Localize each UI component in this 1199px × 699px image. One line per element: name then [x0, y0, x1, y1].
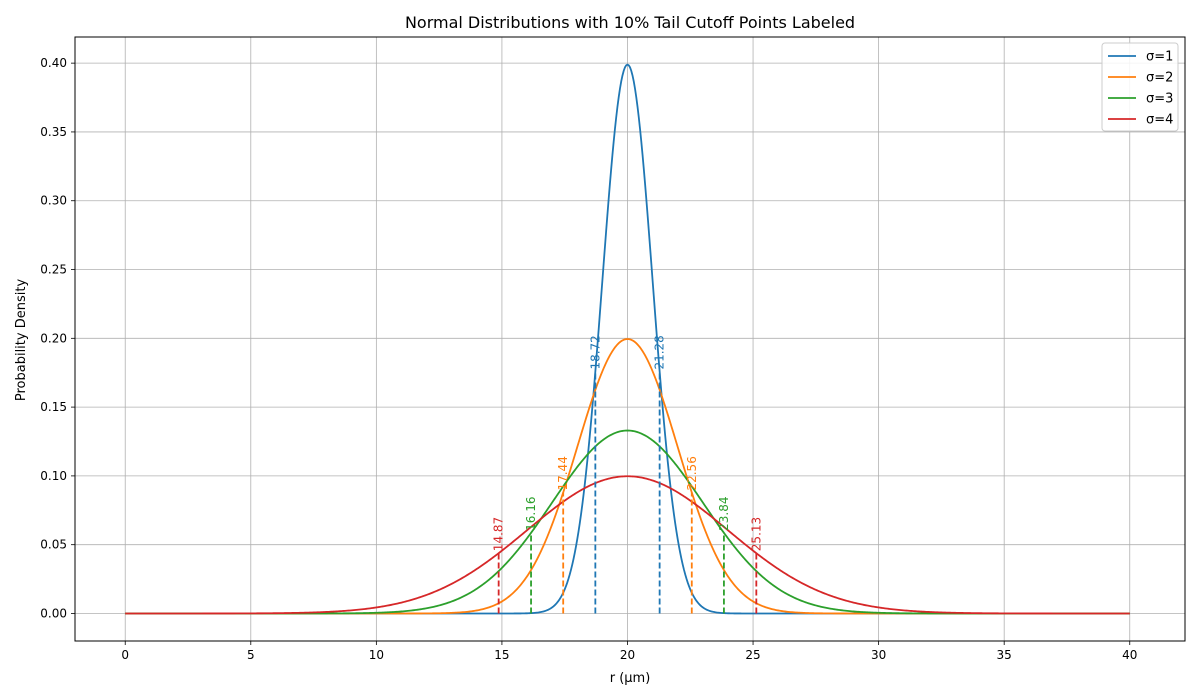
plot-frame [74, 36, 1186, 642]
y-tick-label: 0.20 [40, 331, 67, 345]
legend-entry: σ=1 [1146, 50, 1173, 65]
cutoff-layer: 18.72 21.28 17.44 22.56 16.16 23.84 14.87 25.13 [492, 335, 763, 614]
x-tick-label: 5 [247, 648, 255, 662]
legend-entry: σ=2 [1146, 71, 1173, 86]
x-tick-label: 0 [121, 648, 129, 662]
series-layer [125, 63, 1130, 615]
y-axis: 0.00 0.05 0.10 0.15 0.20 0.25 0.30 0.35 0.40 [40, 56, 75, 620]
chart-title: Normal Distributions with 10% Tail Cutof… [405, 13, 855, 32]
y-tick-label: 0.00 [40, 606, 67, 620]
y-tick-label: 0.30 [40, 194, 67, 208]
cutoff-label: 18.72 [588, 335, 602, 369]
x-tick-label: 15 [494, 648, 509, 662]
cutoff-label: 14.87 [492, 517, 506, 551]
y-tick-label: 0.35 [40, 125, 67, 139]
x-tick-label: 40 [1122, 648, 1137, 662]
cutoff-label: 22.56 [685, 456, 699, 490]
cutoff-label: 23.84 [717, 496, 731, 530]
x-axis: 0 5 10 15 20 25 30 35 40 [121, 641, 1137, 662]
legend: σ=1 σ=2 σ=3 σ=4 [1101, 42, 1179, 132]
x-tick-label: 35 [997, 648, 1012, 662]
x-tick-label: 10 [369, 648, 384, 662]
y-tick-label: 0.15 [40, 400, 67, 414]
legend-entry: σ=4 [1146, 113, 1173, 128]
y-tick-label: 0.25 [40, 263, 67, 277]
cutoff-label: 16.16 [524, 496, 538, 530]
series-line-4 [125, 475, 1130, 615]
x-tick-label: 30 [871, 648, 886, 662]
y-tick-label: 0.40 [40, 56, 67, 70]
x-tick-label: 20 [620, 648, 635, 662]
y-tick-label: 0.05 [40, 538, 67, 552]
legend-entry: σ=3 [1146, 92, 1173, 107]
y-tick-label: 0.10 [40, 469, 67, 483]
cutoff-label: 21.28 [653, 335, 667, 369]
x-tick-label: 25 [745, 648, 760, 662]
cutoff-label: 25.13 [749, 517, 763, 551]
x-axis-title: r (µm) [610, 671, 651, 686]
y-axis-title: Probability Density [14, 279, 29, 402]
cutoff-label: 17.44 [556, 456, 570, 490]
legend-box [1101, 42, 1179, 132]
